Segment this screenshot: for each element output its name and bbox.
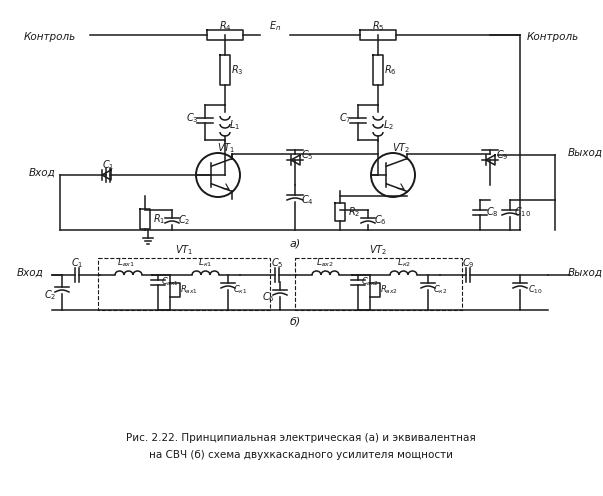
Text: $R_{вх2}$: $R_{вх2}$ (380, 284, 398, 296)
Text: на СВЧ (б) схема двухкаскадного усилителя мощности: на СВЧ (б) схема двухкаскадного усилител… (149, 450, 453, 460)
Text: $L_{к1}$: $L_{к1}$ (198, 257, 212, 269)
Text: Вход: Вход (28, 168, 55, 178)
Text: $C_6$: $C_6$ (374, 213, 387, 227)
Text: $C_2$: $C_2$ (44, 288, 56, 302)
Text: Выход: Выход (568, 148, 603, 158)
Text: а): а) (289, 238, 301, 248)
Text: $VT_2$: $VT_2$ (370, 243, 388, 257)
Text: $VT_2$: $VT_2$ (392, 141, 410, 155)
Text: $R_2$: $R_2$ (348, 205, 360, 219)
Text: $R_4$: $R_4$ (219, 19, 232, 33)
Text: $C_1$: $C_1$ (102, 158, 114, 172)
Text: $R_1$: $R_1$ (153, 212, 165, 226)
Text: $C_4$: $C_4$ (301, 193, 314, 207)
Text: Рис. 2.22. Принципиальная электрическая (а) и эквивалентная: Рис. 2.22. Принципиальная электрическая … (126, 433, 476, 443)
Text: $C_{к2}$: $C_{к2}$ (433, 284, 447, 296)
Text: $C_{к1}$: $C_{к1}$ (233, 284, 247, 296)
Text: $L_{вх2}$: $L_{вх2}$ (316, 257, 334, 269)
Text: Контроль: Контроль (527, 32, 579, 42)
Text: $C_{вх1}$: $C_{вх1}$ (161, 276, 179, 288)
Text: $C_6$: $C_6$ (262, 290, 274, 304)
Text: $L_{вх1}$: $L_{вх1}$ (117, 257, 135, 269)
Text: $C_5$: $C_5$ (301, 148, 314, 162)
Text: $E_п$: $E_п$ (269, 19, 281, 33)
Text: $C_5$: $C_5$ (271, 256, 283, 270)
Text: $C_{вх2}$: $C_{вх2}$ (361, 276, 379, 288)
Text: $C_3$: $C_3$ (186, 111, 198, 125)
Text: $C_9$: $C_9$ (496, 148, 508, 162)
Text: $C_2$: $C_2$ (178, 213, 190, 227)
Text: $C_{10}$: $C_{10}$ (514, 205, 531, 219)
Text: $C_9$: $C_9$ (462, 256, 475, 270)
Text: Вход: Вход (17, 268, 43, 278)
Text: Контроль: Контроль (24, 32, 76, 42)
Text: $R_6$: $R_6$ (384, 63, 396, 77)
Text: Выход: Выход (568, 268, 603, 278)
Text: $C_{10}$: $C_{10}$ (528, 284, 543, 296)
Text: $VT_1$: $VT_1$ (175, 243, 193, 257)
Text: $C_8$: $C_8$ (485, 205, 498, 219)
Text: $L_2$: $L_2$ (382, 118, 394, 132)
Text: $VT_1$: $VT_1$ (217, 141, 235, 155)
Text: б): б) (289, 317, 301, 327)
Text: $R_{вх1}$: $R_{вх1}$ (180, 284, 198, 296)
Text: $L_{к2}$: $L_{к2}$ (397, 257, 411, 269)
Text: $R_5$: $R_5$ (371, 19, 384, 33)
Text: $L_1$: $L_1$ (230, 118, 241, 132)
Text: $C_7$: $C_7$ (339, 111, 352, 125)
Text: $R_3$: $R_3$ (231, 63, 243, 77)
Text: $C_1$: $C_1$ (71, 256, 83, 270)
